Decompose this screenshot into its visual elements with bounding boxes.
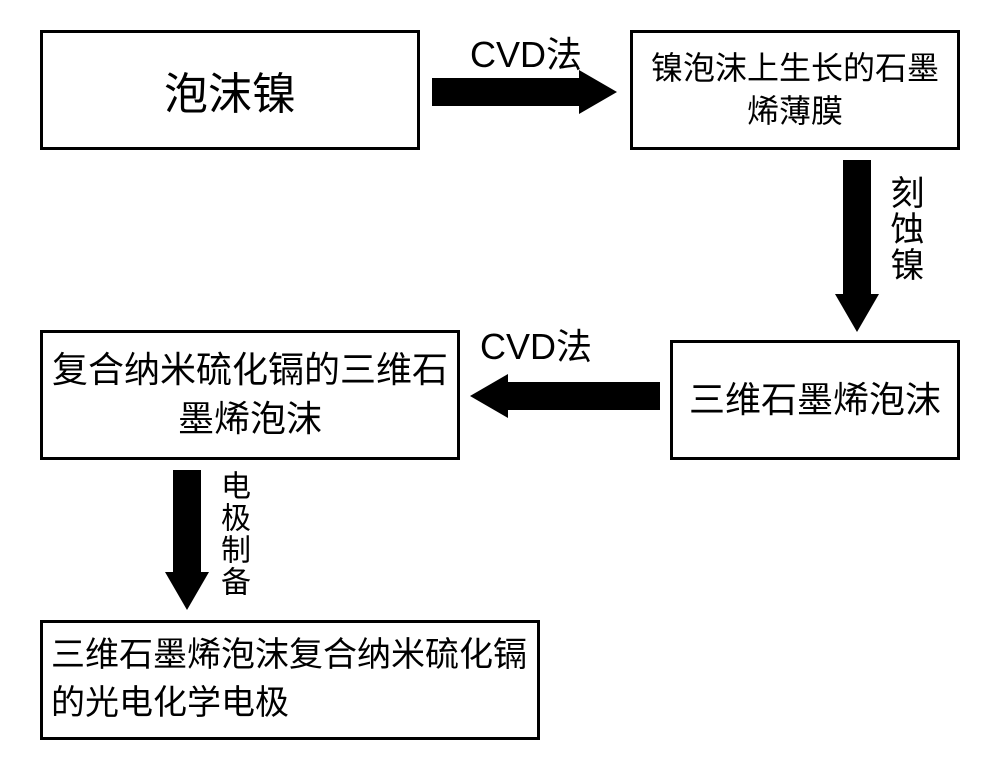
arrow-shaft [508, 382, 660, 410]
arrow-shaft [843, 160, 871, 298]
node-3d-graphene-foam: 三维石墨烯泡沫 [670, 340, 960, 460]
edge-label-electrode: 电极制备 [210, 470, 254, 598]
edge-etch-nickel [835, 160, 879, 332]
edge-label-cvd-2: CVD法 [480, 318, 592, 370]
node-graphene-film: 镍泡沫上生长的石墨烯薄膜 [630, 30, 960, 150]
arrow-head-icon [470, 374, 508, 418]
arrow-head-icon [579, 70, 617, 114]
node-label: 泡沫镍 [164, 58, 296, 122]
node-label: 三维石墨烯泡沫 [689, 376, 941, 425]
arrow-head-icon [165, 572, 209, 610]
node-electrode: 三维石墨烯泡沫复合纳米硫化镉的光电化学电极 [40, 620, 540, 740]
edge-electrode-prep [165, 470, 209, 610]
arrow-shaft [432, 78, 582, 106]
node-foam-nickel: 泡沫镍 [40, 30, 420, 150]
edge-label-etch: 刻蚀镍 [880, 175, 929, 283]
node-label: 三维石墨烯泡沫复合纳米硫化镉的光电化学电极 [51, 632, 529, 727]
arrow-head-icon [835, 294, 879, 332]
node-label: 复合纳米硫化镉的三维石墨烯泡沫 [51, 346, 449, 443]
arrow-shaft [173, 470, 201, 576]
node-composite-cds-foam: 复合纳米硫化镉的三维石墨烯泡沫 [40, 330, 460, 460]
edge-cvd-2 [470, 374, 660, 418]
node-label: 镍泡沫上生长的石墨烯薄膜 [641, 47, 949, 133]
edge-label-cvd-1: CVD法 [470, 26, 582, 78]
